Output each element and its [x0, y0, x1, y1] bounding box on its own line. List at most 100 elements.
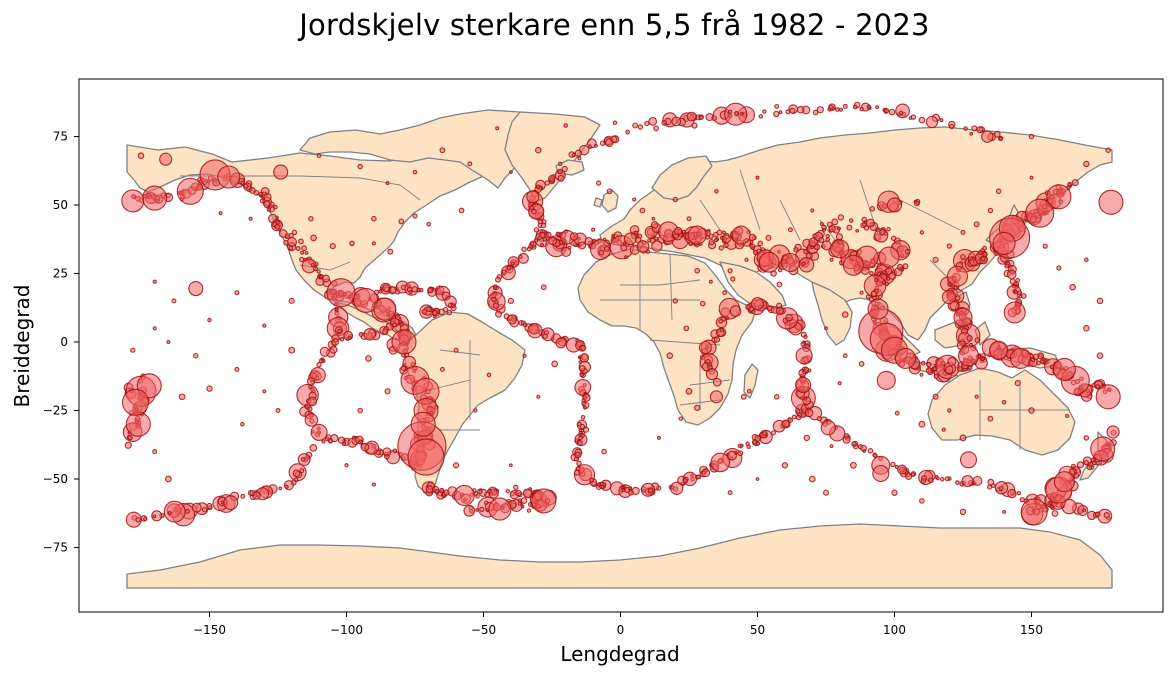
earthquake-marker [378, 289, 383, 294]
earthquake-marker [400, 365, 407, 372]
earthquake-marker [789, 107, 796, 114]
earthquake-marker [825, 233, 830, 239]
earthquake-marker [932, 256, 939, 263]
earthquake-marker [582, 426, 590, 433]
earthquake-marker [307, 396, 318, 407]
earthquake-marker [723, 242, 729, 249]
earthquake-marker [872, 464, 890, 483]
y-tick-label: 50 [53, 198, 68, 212]
earthquake-marker [266, 207, 271, 212]
earthquake-marker [1094, 511, 1101, 518]
earthquake-marker [234, 366, 240, 372]
earthquake-marker [961, 475, 974, 488]
y-tick-label: 0 [60, 335, 68, 349]
earthquake-marker [709, 390, 723, 404]
earthquake-marker [561, 246, 572, 257]
earthquake-marker [426, 221, 432, 227]
earthquake-marker [557, 168, 563, 175]
earthquake-marker [526, 508, 532, 513]
earthquake-marker [843, 433, 850, 439]
earthquake-marker [495, 276, 501, 283]
antarctica-landmass [126, 523, 1113, 589]
earthquake-marker [410, 411, 436, 437]
y-tick-label: −25 [43, 404, 68, 418]
earthquake-marker [1016, 290, 1023, 296]
earthquake-marker [347, 335, 352, 341]
earthquake-marker [371, 215, 377, 222]
earthquake-marker [252, 491, 261, 500]
earthquake-marker [495, 126, 500, 131]
earthquake-marker [687, 225, 707, 245]
earthquake-marker [358, 439, 363, 445]
earthquake-marker [895, 103, 910, 119]
earthquake-marker [902, 263, 909, 270]
earthquake-marker [688, 241, 693, 247]
earthquake-marker [957, 345, 980, 367]
earthquake-marker [319, 346, 330, 357]
earthquake-marker [791, 414, 797, 420]
earthquake-marker [855, 228, 860, 233]
earthquake-marker [824, 326, 828, 331]
earthquake-marker [427, 287, 434, 294]
earthquake-marker [1016, 490, 1022, 496]
earthquake-marker [636, 240, 650, 253]
earthquake-marker [206, 385, 213, 392]
earthquake-marker [240, 421, 245, 427]
earthquake-marker [601, 448, 607, 455]
earthquake-marker [682, 478, 688, 484]
earthquake-marker [837, 381, 842, 386]
earthquake-marker [463, 504, 476, 517]
earthquake-marker [1013, 290, 1018, 295]
earthquake-marker [623, 232, 637, 246]
earthquake-marker [577, 156, 582, 161]
earthquake-marker [976, 126, 984, 134]
earthquake-marker [304, 250, 309, 255]
earthquake-marker [475, 508, 479, 512]
earthquake-marker [316, 362, 322, 368]
earthquake-marker [152, 279, 157, 284]
earthquake-marker [479, 506, 485, 513]
earthquake-marker [798, 257, 815, 273]
earthquake-marker [1096, 352, 1104, 360]
earthquake-marker [905, 473, 913, 481]
earthquake-marker [851, 441, 857, 447]
earthquake-marker [894, 347, 917, 369]
earthquake-marker [310, 234, 317, 242]
earthquake-marker [822, 489, 829, 496]
earthquake-marker [639, 207, 646, 214]
earthquake-marker [537, 235, 542, 241]
earthquake-marker [781, 462, 789, 469]
earthquake-marker [848, 218, 854, 223]
earthquake-marker [598, 249, 605, 256]
earthquake-marker [274, 223, 281, 230]
earthquake-marker [159, 152, 173, 166]
earthquake-marker [1095, 384, 1121, 410]
earthquake-marker [521, 246, 527, 252]
earthquake-marker [243, 183, 249, 189]
earthquake-marker [259, 198, 265, 204]
earthquake-marker [1051, 510, 1059, 517]
earthquake-marker [686, 216, 692, 222]
earthquake-marker [981, 130, 994, 143]
earthquake-marker [959, 434, 967, 442]
earthquake-marker [828, 225, 836, 233]
earthquake-marker [360, 442, 370, 452]
earthquake-marker [696, 474, 702, 480]
earthquake-marker [886, 197, 903, 213]
earthquake-marker [1025, 198, 1055, 228]
earthquake-marker [1083, 435, 1090, 441]
earthquake-marker [987, 484, 993, 490]
earthquake-marker [434, 488, 440, 494]
earthquake-marker [781, 419, 790, 428]
x-tick-label: 0 [617, 623, 625, 637]
earthquake-marker [949, 300, 960, 311]
earthquake-marker [439, 487, 445, 493]
earthquake-marker [124, 441, 132, 449]
earthquake-marker [785, 313, 793, 322]
earthquake-marker [998, 136, 1003, 141]
earthquake-marker [1042, 243, 1048, 249]
earthquake-marker [166, 340, 171, 344]
earthquake-marker [596, 482, 601, 487]
earthquake-marker [344, 463, 349, 468]
